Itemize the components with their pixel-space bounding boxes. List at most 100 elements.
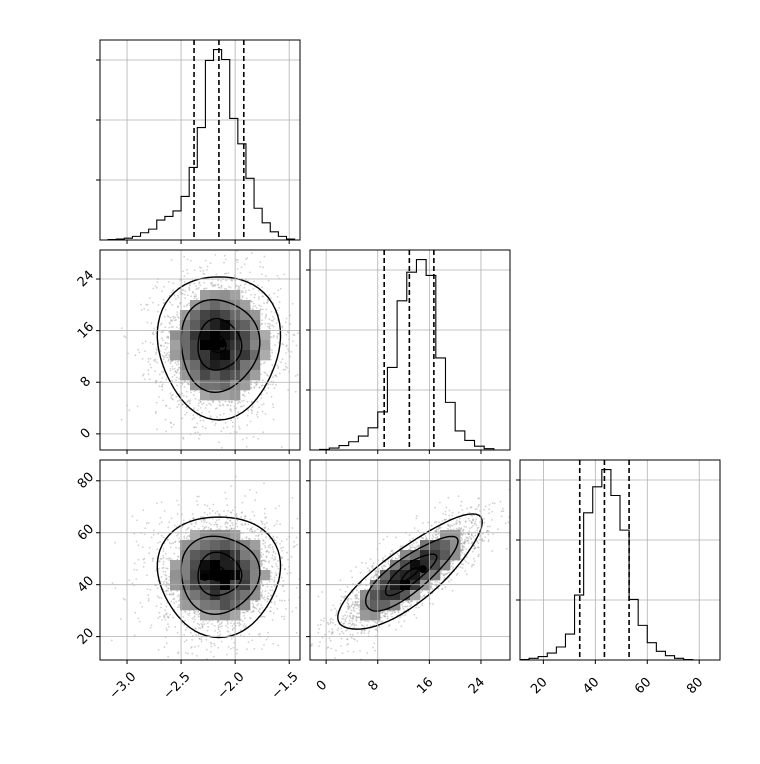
density-cell <box>210 300 220 310</box>
scatter-point <box>223 510 225 512</box>
scatter-point <box>206 649 208 651</box>
scatter-point <box>182 404 184 406</box>
scatter-point <box>164 362 166 364</box>
scatter-point <box>227 623 229 625</box>
scatter-point <box>279 505 281 507</box>
scatter-point <box>171 517 173 519</box>
scatter-point <box>215 512 217 514</box>
scatter-point <box>258 290 260 292</box>
scatter-point <box>286 552 288 554</box>
scatter-point <box>267 299 269 301</box>
scatter-point <box>157 595 159 597</box>
scatter-point <box>271 578 273 580</box>
scatter-point <box>176 500 178 502</box>
scatter-point <box>292 303 294 305</box>
scatter-point <box>170 361 172 363</box>
scatter-point <box>273 612 275 614</box>
scatter-point <box>197 409 199 411</box>
scatter-point <box>161 377 163 379</box>
scatter-point <box>232 426 234 428</box>
scatter-point <box>164 581 166 583</box>
scatter-point <box>277 289 279 291</box>
scatter-point <box>194 426 196 428</box>
scatter-point <box>177 590 179 592</box>
scatter-point <box>273 326 275 328</box>
scatter-point <box>274 603 276 605</box>
scatter-point <box>149 589 151 591</box>
scatter-point <box>188 302 190 304</box>
scatter-point <box>187 653 189 655</box>
scatter-point <box>163 345 165 347</box>
scatter-point <box>287 559 289 561</box>
scatter-point <box>216 407 218 409</box>
scatter-point <box>193 517 195 519</box>
scatter-point <box>241 406 243 408</box>
scatter-point <box>138 544 140 546</box>
scatter-point <box>170 370 172 372</box>
scatter-point <box>193 611 195 613</box>
scatter-point <box>190 392 192 394</box>
scatter-point <box>159 385 161 387</box>
scatter-point <box>151 537 153 539</box>
scatter-point <box>274 556 276 558</box>
scatter-point <box>236 526 238 528</box>
scatter-point <box>188 615 190 617</box>
scatter-point <box>171 259 173 261</box>
scatter-point <box>181 393 183 395</box>
scatter-point <box>244 661 246 663</box>
scatter-point <box>250 519 252 521</box>
scatter-point <box>172 368 174 370</box>
scatter-point <box>206 514 208 516</box>
scatter-point <box>177 316 179 318</box>
scatter-point <box>174 319 176 321</box>
scatter-point <box>176 406 178 408</box>
scatter-point <box>114 542 116 544</box>
scatter-point <box>252 288 254 290</box>
scatter-point <box>251 252 253 254</box>
scatter-point <box>146 322 148 324</box>
scatter-point <box>139 621 141 623</box>
scatter-point <box>236 259 238 261</box>
scatter-point <box>163 548 165 550</box>
scatter-point <box>215 422 217 424</box>
scatter-point <box>259 608 261 610</box>
scatter-point <box>242 538 244 540</box>
scatter-point <box>247 528 249 530</box>
scatter-point <box>146 522 148 524</box>
scatter-point <box>162 384 164 386</box>
scatter-point <box>166 347 168 349</box>
scatter-point <box>236 653 238 655</box>
scatter-point <box>147 309 149 311</box>
scatter-point <box>277 568 279 570</box>
scatter-point <box>265 275 267 277</box>
scatter-point <box>239 428 241 430</box>
scatter-point <box>265 323 267 325</box>
scatter-point <box>203 621 205 623</box>
histogram-panel-p1 <box>306 250 510 454</box>
density-cell <box>240 380 250 390</box>
scatter-point <box>182 289 184 291</box>
scatter-point <box>242 439 244 441</box>
scatter-point <box>192 414 194 416</box>
scatter-point <box>252 511 254 513</box>
scatter-point <box>241 400 243 402</box>
scatter-point <box>241 512 243 514</box>
scatter-point <box>199 281 201 283</box>
scatter-point <box>163 551 165 553</box>
scatter-point <box>182 526 184 528</box>
scatter-point <box>303 538 305 540</box>
scatter-point <box>275 574 277 576</box>
scatter-point <box>264 542 266 544</box>
scatter-point <box>248 289 250 291</box>
scatter-point <box>265 309 267 311</box>
scatter-point <box>169 542 171 544</box>
scatter-point <box>161 323 163 325</box>
scatter-point <box>297 374 299 376</box>
scatter-point <box>264 545 266 547</box>
scatter-point <box>244 263 246 265</box>
scatter-point <box>273 335 275 337</box>
scatter-point <box>166 354 168 356</box>
scatter-point <box>239 245 241 247</box>
scatter-point <box>278 307 280 309</box>
scatter-point <box>267 383 269 385</box>
